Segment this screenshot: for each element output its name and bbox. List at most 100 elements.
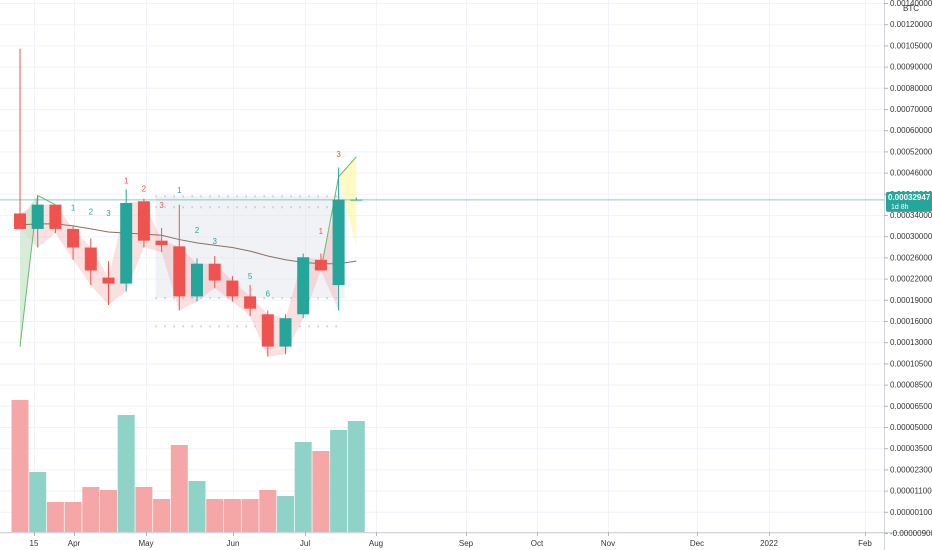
time-tick-label: 2022 [760, 539, 778, 548]
indicator-bands [19, 156, 357, 357]
price-tick-label: 0.00013000 [890, 338, 932, 347]
candle-body [314, 259, 327, 271]
price-tick-label: 0.00019000 [890, 296, 932, 305]
volume-bar [29, 472, 47, 532]
range-box [155, 196, 345, 299]
price-tick-label: 0.00016000 [890, 317, 932, 326]
price-tick-label: 0.00001100 [890, 487, 932, 496]
candle-body [84, 247, 97, 271]
volume-bar [64, 502, 82, 532]
price-tick-label: 0.00052000 [890, 147, 932, 156]
price-tick-label: 0.00046000 [890, 169, 932, 178]
candles [14, 48, 363, 357]
candle-body [155, 240, 168, 246]
candle-body [244, 296, 257, 309]
candle-body [226, 280, 239, 297]
price-tick-label: 0.00034000 [890, 211, 932, 220]
time-axis[interactable]: 15 Apr May Jun Jul Aug Sep Oct Nov Dec 2022 Feb [30, 532, 873, 548]
candle-body [332, 199, 345, 286]
time-tick-label: Oct [531, 539, 544, 548]
price-tick-label: 0.00140000 [890, 0, 932, 8]
last-price-countdown: 1d 8h [891, 204, 909, 211]
volume-bar [153, 499, 171, 532]
sequential-count-label: 6 [266, 289, 271, 298]
volume-bar [330, 430, 348, 532]
sequential-count-label: 3 [212, 237, 217, 246]
price-tick-label: 0.00026000 [890, 253, 932, 262]
volume-bar [135, 487, 153, 532]
price-tick-label: 0.00002300 [890, 465, 932, 474]
sequential-count-label: 1 [124, 176, 129, 185]
sequential-counts: 1 2 3 1 2 3 1 2 3 5 6 1 2 3 [71, 150, 342, 299]
candle-body [49, 204, 62, 229]
last-price-tag-bg [886, 191, 932, 212]
price-tick-label: 0.00120000 [890, 20, 932, 29]
volume-bar [259, 490, 277, 532]
candle-body [14, 213, 26, 229]
candle-body [191, 263, 203, 297]
candle-body [297, 257, 310, 315]
time-tick-label: Sep [459, 539, 474, 548]
sequential-count-label: 2 [142, 185, 147, 194]
sequential-count-label: 2 [195, 226, 200, 235]
volume-bar [46, 502, 64, 532]
sequential-count-label: 2 [336, 198, 341, 207]
time-tick-label: May [138, 539, 153, 548]
price-tick-label: 0.00003500 [890, 444, 932, 453]
price-tick-label: 0.00000100 [890, 508, 932, 517]
volume-bar [241, 499, 259, 532]
price-tick-label: 0.00060000 [890, 126, 932, 135]
grid [0, 0, 884, 534]
sequential-count-label: 3 [336, 150, 341, 159]
candle-body [279, 318, 292, 347]
volume-bar [170, 445, 188, 532]
price-tick-label: 0.00070000 [890, 105, 932, 114]
last-price-value: 0.00032947 [888, 193, 931, 202]
time-tick-label: Aug [369, 539, 383, 548]
price-tick-label: 0.00006500 [890, 402, 932, 411]
time-tick-label: Apr [68, 539, 81, 548]
price-tick-label: 0.00080000 [890, 84, 932, 93]
volume-bar [11, 400, 29, 532]
candle-body [67, 228, 80, 248]
sequential-count-label: 1 [177, 186, 182, 195]
price-tick-label: 0.00005000 [890, 423, 932, 432]
time-tick-label: Nov [601, 539, 615, 548]
sequential-count-label: 3 [106, 209, 111, 218]
sequential-count-label: 1 [319, 227, 324, 236]
sequential-count-label: 5 [248, 272, 253, 281]
volume-bar [294, 442, 312, 532]
price-tick-label: 0.00105000 [890, 41, 932, 50]
sequential-count-label: 3 [159, 201, 164, 210]
volume-bar [82, 487, 100, 532]
candle-body [208, 263, 221, 281]
volume-bar [188, 481, 206, 532]
volume-bars [11, 400, 365, 532]
candle-body [120, 202, 133, 284]
price-tick-label: 0.00010500 [890, 359, 932, 368]
sequential-count-label: 2 [89, 207, 94, 216]
price-tick-label: 0.00008500 [890, 381, 932, 390]
candle-body [102, 277, 115, 284]
volume-bar [277, 496, 294, 532]
candle-body [173, 246, 186, 297]
time-tick-label: Jul [300, 539, 310, 548]
time-tick-label: Dec [690, 539, 704, 548]
candle-body [261, 314, 274, 347]
volume-bar [347, 421, 365, 532]
currency-label: BTC [903, 4, 919, 13]
volume-bar [312, 451, 330, 532]
volume-bar [223, 499, 241, 532]
volume-bar [206, 499, 224, 532]
price-tick-label: 0.00090000 [890, 63, 932, 72]
price-tick-label: -0.00000900 [890, 529, 932, 538]
price-axis[interactable]: 0.00140000 0.00120000 0.00105000 0.00090000… [884, 0, 932, 550]
swing-fill-yellow [338, 156, 357, 247]
candle-body [137, 201, 150, 241]
sequential-count-label: 1 [71, 203, 76, 212]
last-price-tag: 0.00032947 1d 8h [886, 191, 932, 212]
price-tick-label: 0.00022000 [890, 275, 932, 284]
candle-body [31, 204, 44, 229]
price-tick-label: 0.00030000 [890, 232, 932, 241]
